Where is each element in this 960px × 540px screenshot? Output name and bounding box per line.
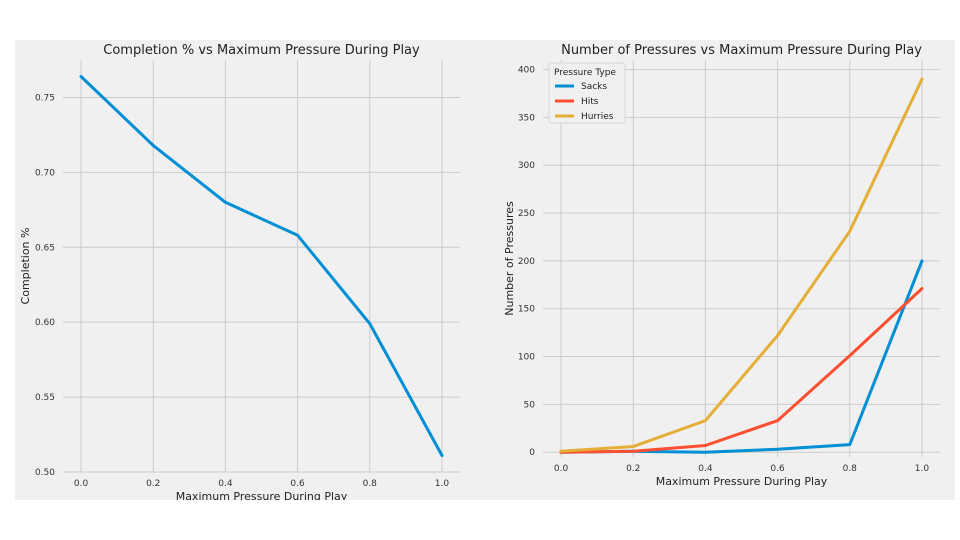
y-tick-label: 0 — [529, 448, 535, 458]
series-line-hits — [559, 287, 924, 454]
x-tick-label: 0.4 — [698, 464, 713, 474]
x-tick-label: 0.2 — [626, 464, 640, 474]
y-axis-label: Completion % — [19, 228, 32, 305]
legend-label-sacks: Sacks — [581, 82, 607, 92]
x-tick-label: 0.8 — [363, 479, 378, 489]
chart-figure: 0.0 0.2 0.4 0.6 0.8 1.00.500.550.600.650.700.… — [19, 43, 940, 500]
x-axis-label: Maximum Pressure During Play — [176, 490, 348, 500]
y-tick-label: 0.55 — [35, 393, 55, 403]
legend-box — [548, 62, 626, 124]
x-tick-label: 0.4 — [218, 479, 233, 489]
y-tick-label: 0.50 — [35, 468, 55, 478]
legend-title: Pressure Type — [554, 68, 616, 78]
x-tick-label: 0.0 — [554, 464, 569, 474]
y-tick-label: 0.70 — [35, 168, 55, 178]
x-tick-label: 0.6 — [770, 464, 785, 474]
chart-1: 0.0 0.2 0.4 0.6 0.8 1.0 0.50 0.55 0.60 0.65 0.70 0.… — [19, 43, 460, 500]
y-tick-label: 300 — [518, 161, 535, 171]
series-line-hurries — [559, 77, 924, 453]
x-tick-label: 1.0 — [915, 464, 930, 474]
y-tick-label: 350 — [518, 113, 535, 123]
x-tick-label: 0.0 — [74, 479, 89, 489]
y-tick-label: 0.60 — [35, 318, 55, 328]
y-tick-label: 400 — [518, 66, 535, 76]
chart-title: Completion % vs Maximum Pressure During … — [103, 43, 420, 58]
x-tick-label: 1.0 — [435, 479, 450, 489]
y-tick-label: 150 — [518, 305, 535, 315]
x-tick-label: 0.2 — [146, 479, 160, 489]
y-tick-label: 0.75 — [35, 93, 55, 103]
chart-title: Number of Pressures vs Maximum Pressure … — [561, 43, 922, 58]
y-tick-label: 200 — [518, 257, 535, 267]
x-axis-label: Maximum Pressure During Play — [656, 475, 828, 488]
y-tick-label: 0.65 — [35, 243, 55, 253]
legend-label-hits: Hits — [581, 97, 599, 107]
legend: Pressure Type Sacks Hits Hurries — [548, 62, 626, 124]
y-tick-label: 250 — [518, 209, 535, 219]
x-tick-label: 0.6 — [290, 479, 305, 489]
figure: 0.0 0.2 0.4 0.6 0.8 1.0 0.50 0.55 0.60 0.65 0.70 0.… — [15, 40, 955, 500]
x-tick-label: 0.8 — [843, 464, 858, 474]
y-tick-label: 50 — [524, 400, 536, 410]
y-axis-label: Number of Pressures — [503, 201, 516, 316]
y-tick-label: 100 — [518, 353, 535, 363]
series-line-completion — [79, 75, 444, 457]
legend-label-hurries: Hurries — [581, 112, 614, 122]
chart-2: 0.0 0.2 0.4 0.6 0.8 1.0 0 50 100 150 200 250 300 350 4… — [503, 43, 940, 488]
